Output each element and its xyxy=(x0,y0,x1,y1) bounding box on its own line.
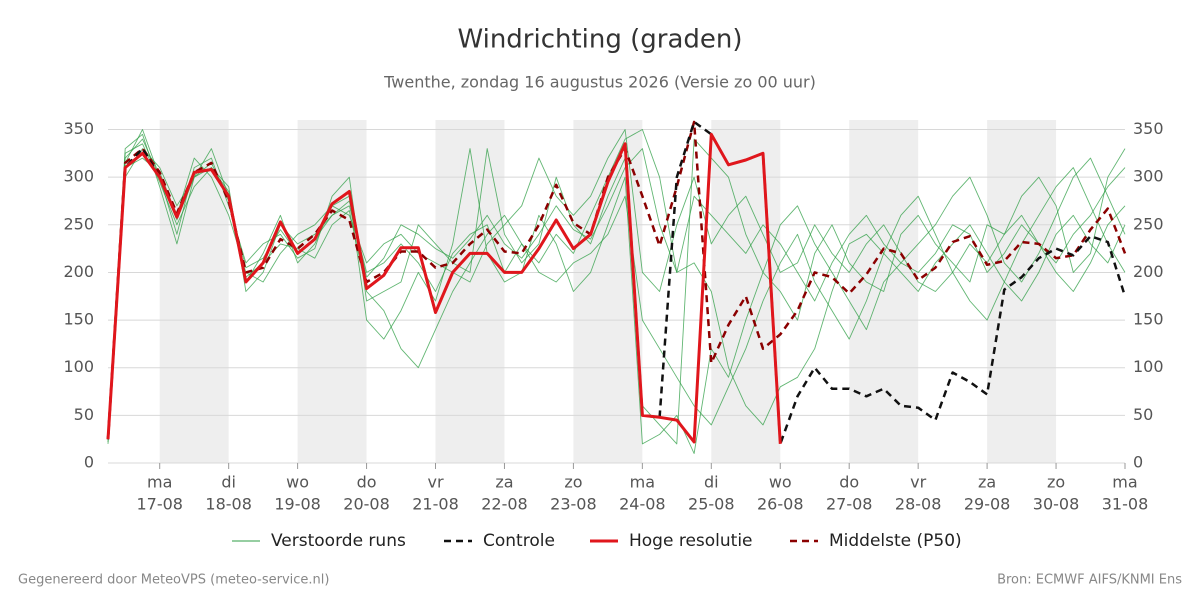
x-tick-date: 19-08 xyxy=(274,495,321,514)
legend-label: Verstoorde runs xyxy=(271,531,406,551)
series-line xyxy=(106,132,782,444)
x-tick-date: 20-08 xyxy=(343,495,390,514)
x-tick-date: 30-08 xyxy=(1033,495,1080,514)
y-tick-label-right: 300 xyxy=(1133,167,1164,186)
x-tick-label: do xyxy=(839,473,859,492)
y-tick-label-right: 100 xyxy=(1133,357,1164,376)
x-tick-date: 29-08 xyxy=(964,495,1011,514)
y-tick-label: 100 xyxy=(63,357,94,376)
day-band xyxy=(297,120,367,463)
ensemble-line xyxy=(107,133,1126,454)
x-tick-label: za xyxy=(495,473,513,492)
y-tick-label: 200 xyxy=(63,262,94,281)
x-tick-label: vr xyxy=(910,473,926,492)
y-tick-label-right: 50 xyxy=(1133,405,1153,424)
y-tick-label: 50 xyxy=(74,405,94,424)
x-tick-label: wo xyxy=(769,473,792,492)
x-tick-label: za xyxy=(978,473,996,492)
x-tick-label: zo xyxy=(1047,473,1065,492)
x-tick-date: 23-08 xyxy=(550,495,597,514)
y-tick-label: 350 xyxy=(63,119,94,138)
x-tick-date: 24-08 xyxy=(619,495,666,514)
x-tick-label: wo xyxy=(286,473,309,492)
ensemble-line xyxy=(107,129,1126,443)
legend-label: Middelste (P50) xyxy=(829,531,962,551)
series-line xyxy=(106,120,1127,440)
footer-right: Bron: ECMWF AIFS/KNMI Ens xyxy=(997,573,1182,588)
chart-title: Windrichting (graden) xyxy=(457,25,742,55)
ensemble-line xyxy=(107,129,1126,440)
ensemble-line xyxy=(107,143,1126,437)
x-tick-date: 18-08 xyxy=(205,495,252,514)
x-tick-date: 21-08 xyxy=(412,495,459,514)
x-tick-label: di xyxy=(704,473,719,492)
x-tick-label: di xyxy=(221,473,236,492)
x-tick-label: ma xyxy=(147,473,172,492)
y-tick-label: 250 xyxy=(63,214,94,233)
x-tick-label: zo xyxy=(564,473,582,492)
ensemble-line xyxy=(107,138,1126,445)
y-tick-label: 300 xyxy=(63,167,94,186)
y-tick-label-right: 150 xyxy=(1133,310,1164,329)
day-band xyxy=(573,120,643,463)
y-tick-label-right: 350 xyxy=(1133,119,1164,138)
x-tick-label: ma xyxy=(630,473,655,492)
y-tick-label-right: 250 xyxy=(1133,214,1164,233)
x-tick-date: 17-08 xyxy=(136,495,183,514)
chart-subtitle: Twenthe, zondag 16 augustus 2026 (Versie… xyxy=(383,73,816,92)
x-tick-label: ma xyxy=(1112,473,1137,492)
legend-label: Hoge resolutie xyxy=(629,531,753,551)
footer-left: Gegenereerd door MeteoVPS (meteo-service… xyxy=(18,573,329,588)
x-tick-date: 26-08 xyxy=(757,495,804,514)
x-tick-label: vr xyxy=(427,473,443,492)
y-tick-label: 0 xyxy=(84,453,94,472)
x-tick-date: 22-08 xyxy=(481,495,528,514)
x-tick-date: 27-08 xyxy=(826,495,873,514)
x-tick-date: 28-08 xyxy=(895,495,942,514)
day-band xyxy=(987,120,1057,463)
legend-label: Controle xyxy=(483,531,555,551)
x-tick-date: 25-08 xyxy=(688,495,735,514)
y-tick-label: 150 xyxy=(63,310,94,329)
x-tick-label: do xyxy=(357,473,377,492)
x-tick-date: 31-08 xyxy=(1102,495,1149,514)
y-tick-label-right: 0 xyxy=(1133,453,1143,472)
y-tick-label-right: 200 xyxy=(1133,262,1164,281)
